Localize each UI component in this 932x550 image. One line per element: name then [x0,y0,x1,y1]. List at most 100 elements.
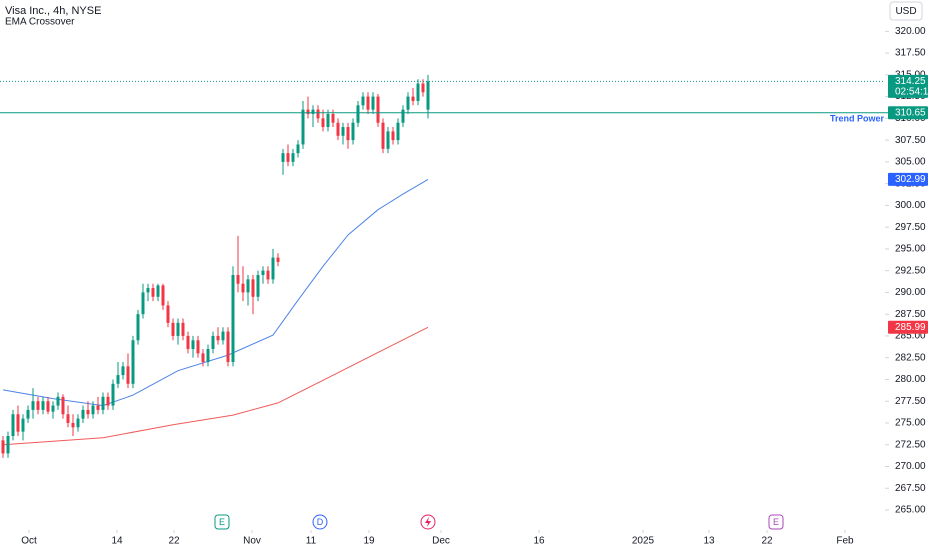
candle-body [281,153,285,162]
candle-body [361,96,365,106]
y-tick-label: 272.50 [895,439,926,450]
candle-body [76,418,80,428]
candle-body [206,348,210,363]
candle-body [226,331,230,363]
candle-body [231,275,235,363]
y-tick-label: 305.00 [895,157,926,168]
candle-body [426,81,430,110]
candle-body [91,405,95,415]
y-tick-label: 290.00 [895,287,926,298]
x-tick-label: 22 [761,536,773,547]
currency-button[interactable] [889,1,923,21]
candle-body [21,418,25,432]
candle-body [296,144,300,154]
x-tick-label: Feb [836,536,854,547]
candle-body [126,366,130,384]
candle-body [161,285,165,306]
price-tag [888,172,928,186]
candle-body [366,96,370,110]
y-tick-label: 287.50 [895,309,926,320]
currency-label[interactable]: USD [895,6,916,17]
event-icon[interactable] [312,514,328,530]
candle-body [16,414,20,432]
candle-body [56,396,60,406]
candle-body [406,96,410,110]
y-tick-label: 265.00 [895,505,926,516]
candle-body [171,322,175,336]
candle-body [401,109,405,123]
price-tag-label: 314.25 [895,76,926,87]
candle-body [246,279,250,293]
candle-body [316,109,320,119]
candle-body [141,292,145,315]
candle-body [381,122,385,149]
y-tick-label: 292.50 [895,265,926,276]
candle-body [396,122,400,141]
candle-body [286,153,290,162]
candle-body [221,331,225,341]
candle-body [371,96,375,110]
candle-body [156,285,160,297]
price-tag [888,74,928,98]
y-tick-label: 320.00 [895,26,926,37]
y-tick-label: 270.00 [895,461,926,472]
candle-body [376,96,380,123]
candle-body [261,270,265,276]
x-tick-label: 22 [168,536,180,547]
candle-body [86,409,90,415]
x-tick-label: 13 [703,536,715,547]
candle-body [181,322,185,336]
candle-body [46,401,50,412]
candle-body [121,366,125,376]
candle-body [106,396,110,406]
candle-body [351,122,355,141]
candle-body [41,401,45,410]
candle-body [236,275,240,284]
y-tick-label: 275.00 [895,418,926,429]
y-tick-label: 317.50 [895,48,926,59]
candle-body [191,340,195,349]
x-tick-label: 14 [111,536,123,547]
price-tag-label: 310.65 [895,107,926,118]
candle-body [356,105,360,123]
candle-body [71,422,75,428]
event-label[interactable]: D [317,517,324,527]
candle-body [146,288,150,293]
candle-body [416,83,420,101]
candle-body [291,153,295,162]
event-label[interactable]: E [773,517,779,527]
candle-body [321,118,325,128]
event-icon[interactable] [214,514,230,530]
trend-label: Trend Power [830,114,885,124]
candle-body [311,109,315,115]
event-label[interactable]: E [219,517,225,527]
y-tick-label: 277.50 [895,396,926,407]
y-tick-label: 295.00 [895,244,926,255]
candle-body [346,127,350,141]
candle-body [331,114,335,123]
candle-body [211,335,215,349]
candle-body [26,409,30,419]
candle-body [151,288,155,297]
candle-body [386,131,390,149]
y-tick-label: 307.50 [895,135,926,146]
candle-body [166,305,170,323]
candle-body [241,283,245,293]
candle-body [186,335,190,349]
candle-body [136,314,140,341]
event-icon[interactable] [768,514,784,530]
x-tick-label: 19 [363,536,375,547]
candle-body [116,375,120,384]
candle-body [201,353,205,363]
event-icon[interactable] [425,517,431,527]
y-tick-label: 300.00 [895,200,926,211]
candle-body [306,109,310,115]
candle-body [111,383,115,406]
y-tick-label: 297.50 [895,222,926,233]
x-tick-label: 16 [533,536,545,547]
chart-title: Visa Inc., 4h, NYSE [5,5,101,17]
candle-body [11,414,15,437]
price-tag [888,106,928,120]
candle-body [341,127,345,136]
